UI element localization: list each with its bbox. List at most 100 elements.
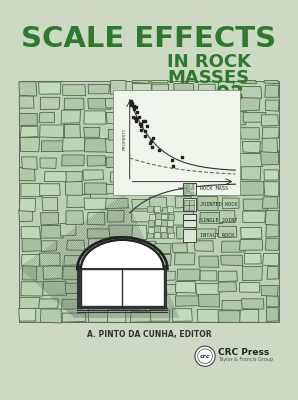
Polygon shape: [40, 309, 61, 323]
Polygon shape: [21, 255, 40, 266]
Polygon shape: [19, 96, 34, 108]
Polygon shape: [222, 198, 239, 209]
Polygon shape: [19, 82, 37, 96]
Polygon shape: [130, 312, 151, 322]
Polygon shape: [108, 130, 127, 140]
Point: [149, 137, 153, 144]
Polygon shape: [61, 110, 80, 123]
Polygon shape: [109, 225, 133, 237]
Polygon shape: [198, 293, 220, 307]
Polygon shape: [21, 282, 43, 296]
Polygon shape: [238, 98, 260, 111]
Bar: [192, 184, 195, 187]
Bar: [183, 214, 196, 227]
Polygon shape: [63, 138, 85, 151]
Polygon shape: [150, 80, 168, 83]
Polygon shape: [218, 158, 238, 168]
Polygon shape: [150, 197, 167, 210]
Polygon shape: [175, 197, 192, 208]
Polygon shape: [266, 225, 279, 237]
Polygon shape: [41, 213, 58, 225]
Polygon shape: [44, 172, 67, 182]
Polygon shape: [105, 139, 129, 153]
Bar: [183, 182, 196, 196]
Polygon shape: [153, 284, 176, 294]
Polygon shape: [218, 311, 240, 322]
Point: [170, 156, 175, 163]
Polygon shape: [241, 228, 262, 239]
Text: crc: crc: [200, 354, 210, 359]
Polygon shape: [88, 297, 108, 310]
Point: [139, 123, 144, 129]
Polygon shape: [19, 114, 37, 126]
Polygon shape: [62, 155, 84, 166]
Polygon shape: [43, 282, 67, 295]
Bar: [191, 192, 194, 195]
Polygon shape: [174, 84, 194, 95]
Point: [134, 103, 139, 110]
Polygon shape: [39, 253, 60, 266]
Polygon shape: [266, 308, 279, 322]
Polygon shape: [19, 167, 35, 181]
Text: INTACT ROCK: INTACT ROCK: [201, 233, 235, 238]
Polygon shape: [131, 129, 156, 140]
Polygon shape: [219, 211, 235, 222]
Polygon shape: [131, 181, 148, 193]
Polygon shape: [265, 210, 279, 225]
Polygon shape: [263, 197, 278, 208]
Bar: [184, 205, 189, 210]
Point: [150, 144, 155, 150]
Bar: [183, 198, 196, 211]
Bar: [184, 192, 187, 195]
Text: IN ROCK: IN ROCK: [167, 53, 251, 71]
Bar: [187, 184, 190, 187]
Polygon shape: [131, 241, 156, 251]
Polygon shape: [240, 310, 259, 322]
Text: MASSES: MASSES: [167, 69, 250, 87]
Polygon shape: [154, 184, 170, 195]
Bar: [184, 200, 189, 204]
Point: [151, 135, 156, 141]
Text: 93: 93: [216, 85, 245, 105]
Bar: [113, 90, 240, 196]
Polygon shape: [199, 167, 215, 181]
Polygon shape: [260, 151, 279, 165]
Point: [138, 121, 143, 127]
Polygon shape: [222, 300, 243, 310]
Bar: [155, 219, 161, 225]
Polygon shape: [40, 125, 64, 138]
Polygon shape: [218, 226, 237, 238]
Polygon shape: [240, 128, 259, 139]
Bar: [167, 206, 173, 212]
Bar: [77, 265, 167, 309]
Bar: [190, 200, 195, 204]
Polygon shape: [21, 184, 43, 197]
Text: Taylor & Francis Group: Taylor & Francis Group: [218, 357, 273, 362]
Polygon shape: [19, 297, 40, 309]
Polygon shape: [105, 265, 121, 278]
Polygon shape: [85, 139, 108, 152]
Bar: [154, 232, 160, 238]
Polygon shape: [88, 98, 111, 109]
Polygon shape: [111, 172, 126, 183]
Point: [132, 106, 136, 113]
Polygon shape: [264, 80, 279, 84]
Polygon shape: [133, 267, 155, 280]
Polygon shape: [150, 298, 165, 310]
Circle shape: [195, 346, 215, 366]
Bar: [162, 207, 168, 212]
Bar: [147, 232, 153, 238]
Polygon shape: [38, 82, 61, 94]
Polygon shape: [195, 184, 217, 196]
Polygon shape: [197, 110, 214, 123]
Polygon shape: [89, 239, 110, 251]
Bar: [187, 188, 190, 191]
Polygon shape: [62, 299, 83, 309]
Polygon shape: [63, 266, 82, 280]
Bar: [167, 220, 173, 226]
Polygon shape: [265, 100, 279, 111]
Polygon shape: [21, 157, 37, 170]
Polygon shape: [88, 284, 108, 294]
Polygon shape: [154, 244, 171, 254]
Polygon shape: [243, 267, 263, 281]
